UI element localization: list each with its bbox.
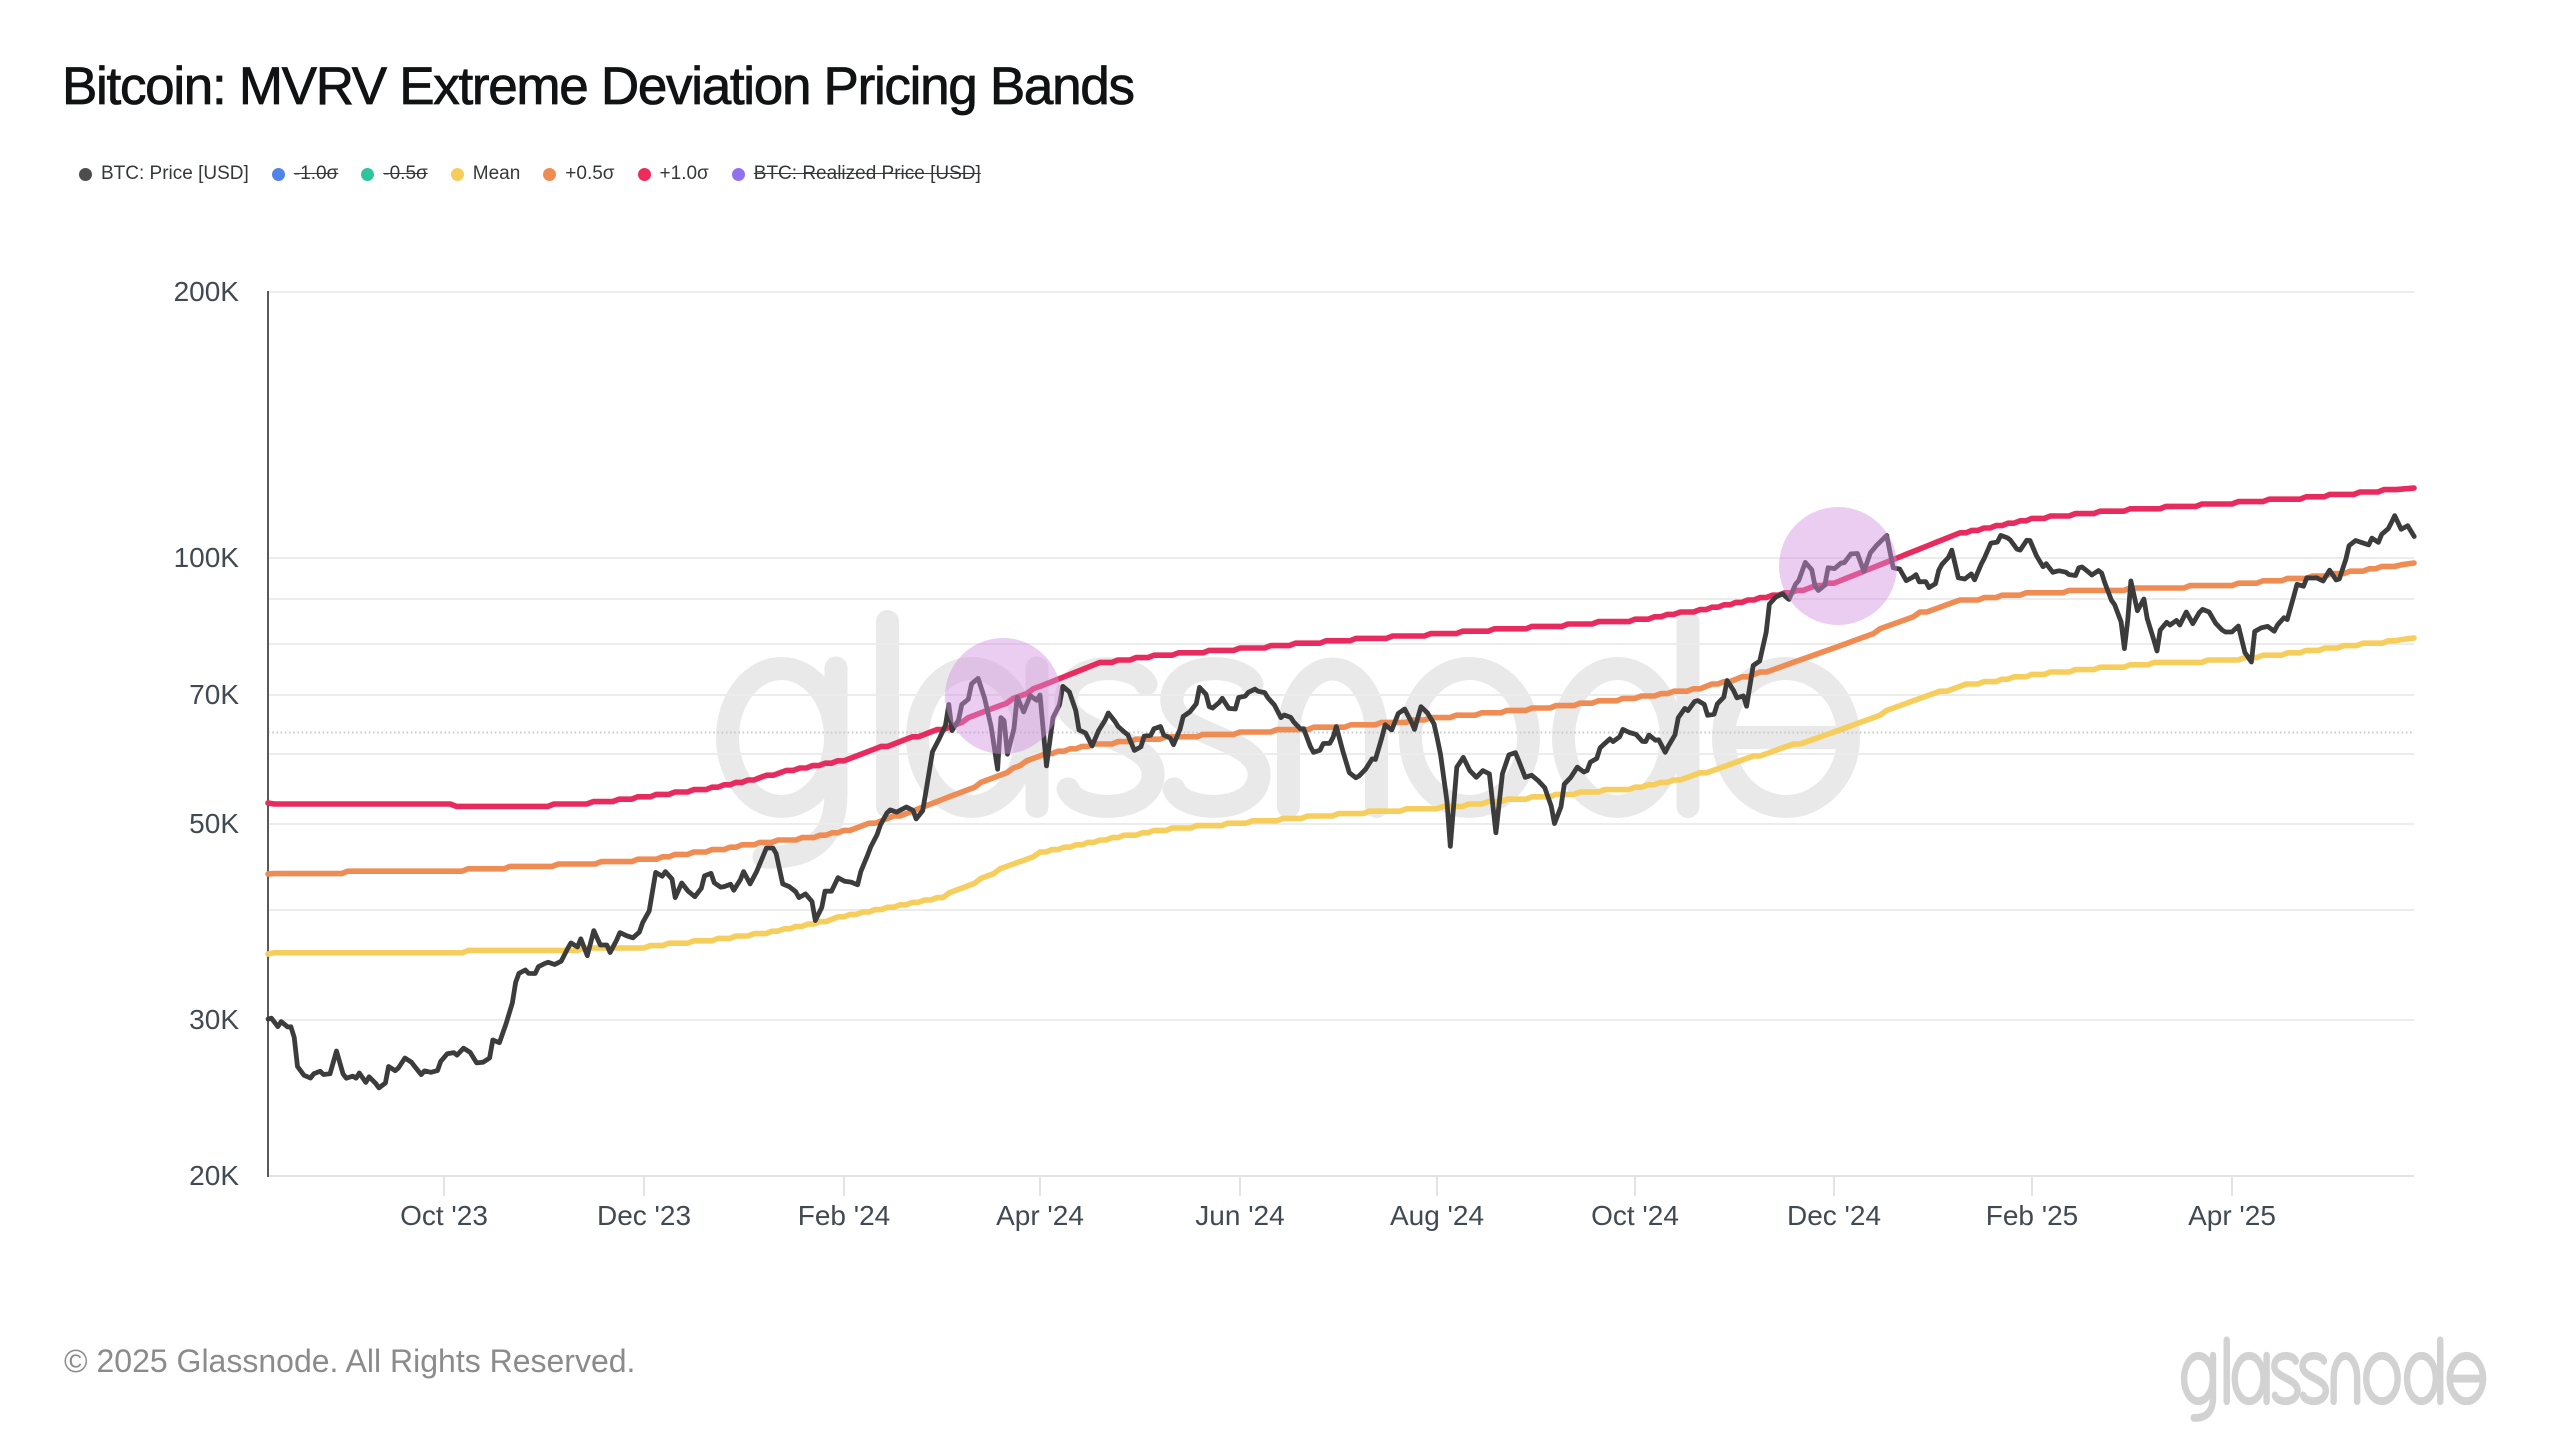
svg-text:Feb '24: Feb '24 bbox=[798, 1200, 891, 1231]
svg-text:Apr '25: Apr '25 bbox=[2188, 1200, 2276, 1231]
svg-text:Oct '23: Oct '23 bbox=[400, 1200, 488, 1231]
svg-text:Apr '24: Apr '24 bbox=[996, 1200, 1084, 1231]
svg-text:20K: 20K bbox=[189, 1160, 239, 1191]
svg-text:50K: 50K bbox=[189, 808, 239, 839]
svg-text:Feb '25: Feb '25 bbox=[1986, 1200, 2079, 1231]
svg-text:Oct '24: Oct '24 bbox=[1591, 1200, 1679, 1231]
svg-text:70K: 70K bbox=[189, 679, 239, 710]
svg-text:Aug '24: Aug '24 bbox=[1390, 1200, 1484, 1231]
svg-text:Dec '24: Dec '24 bbox=[1787, 1200, 1881, 1231]
svg-text:Jun '24: Jun '24 bbox=[1195, 1200, 1284, 1231]
svg-text:100K: 100K bbox=[174, 542, 240, 573]
svg-text:200K: 200K bbox=[174, 276, 240, 307]
svg-text:Dec '23: Dec '23 bbox=[597, 1200, 691, 1231]
svg-text:30K: 30K bbox=[189, 1004, 239, 1035]
